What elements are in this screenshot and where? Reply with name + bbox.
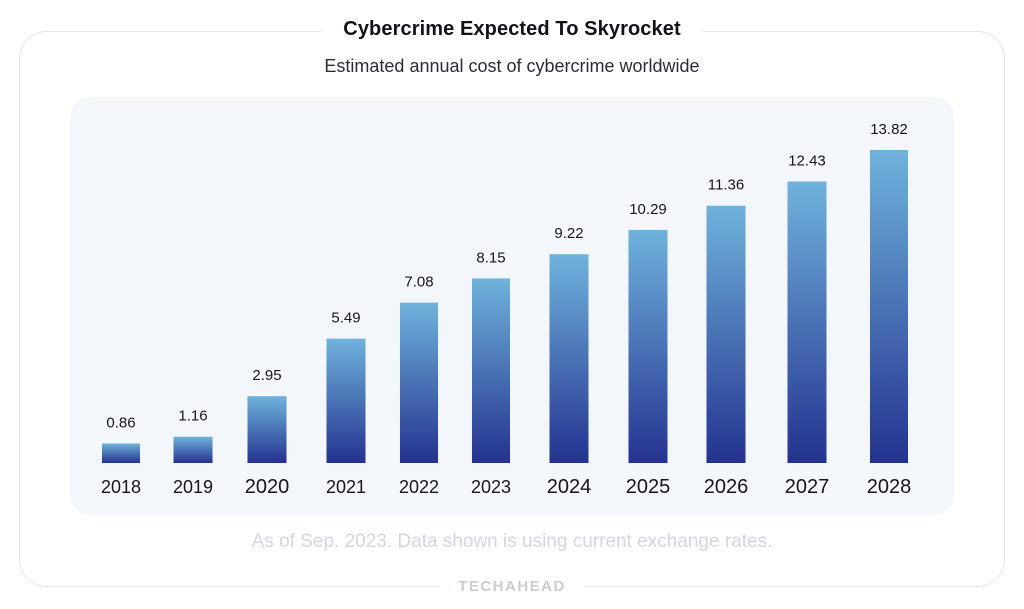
brand-logo: TECHAHEAD <box>440 578 584 595</box>
chart-subtitle: Estimated annual cost of cybercrime worl… <box>324 56 700 76</box>
x-tick-label-2022: 2022 <box>399 477 439 497</box>
bar-2026 <box>706 205 746 463</box>
value-label-2024: 9.22 <box>554 225 583 242</box>
bar-2019 <box>173 436 213 463</box>
x-tick-label-2020: 2020 <box>245 476 290 498</box>
value-label-2018: 0.86 <box>106 415 135 432</box>
bar-2020 <box>247 396 287 463</box>
value-label-2025: 10.29 <box>629 201 667 218</box>
x-tick-label-2019: 2019 <box>173 477 213 497</box>
x-tick-label-2025: 2025 <box>626 476 671 498</box>
x-tick-label-2023: 2023 <box>471 477 511 497</box>
bar-2024 <box>549 254 589 463</box>
x-tick-label-2026: 2026 <box>704 476 749 498</box>
bar-2022 <box>400 302 438 463</box>
value-label-2026: 11.36 <box>708 177 744 194</box>
value-label-2020: 2.95 <box>252 367 281 384</box>
x-tick-label-2024: 2024 <box>547 476 592 498</box>
title-wrap: Cybercrime Expected To Skyrocket <box>0 18 1024 41</box>
chart-title: Cybercrime Expected To Skyrocket <box>321 18 703 41</box>
x-tick-label-2018: 2018 <box>101 477 141 497</box>
bars-group <box>102 150 908 463</box>
value-label-2021: 5.49 <box>331 310 360 327</box>
x-tick-label-2021: 2021 <box>326 477 366 497</box>
bar-2027 <box>787 181 827 463</box>
value-label-2023: 8.15 <box>476 249 505 266</box>
brand-wrap: TECHAHEAD <box>0 578 1024 596</box>
value-label-2028: 13.82 <box>870 121 908 138</box>
bar-2021 <box>326 338 366 463</box>
value-label-2027: 12.43 <box>788 152 826 169</box>
bar-2023 <box>472 278 510 463</box>
bar-2018 <box>102 443 140 463</box>
value-labels-group: 0.86 1.16 2.95 5.49 7.08 8.15 9.22 10.29 11.36 12… <box>106 121 907 432</box>
bar-2028 <box>870 150 908 463</box>
x-tick-label-2028: 2028 <box>867 476 912 498</box>
value-label-2019: 1.16 <box>178 408 207 425</box>
bar-2025 <box>628 229 668 463</box>
value-label-2022: 7.08 <box>404 274 433 291</box>
x-tick-label-2027: 2027 <box>785 476 830 498</box>
footnote: As of Sep. 2023. Data shown is using cur… <box>251 531 773 552</box>
x-axis-labels-group: 2018 2019 2020 2021 2022 2023 2024 2025 2026 2027… <box>101 476 911 498</box>
